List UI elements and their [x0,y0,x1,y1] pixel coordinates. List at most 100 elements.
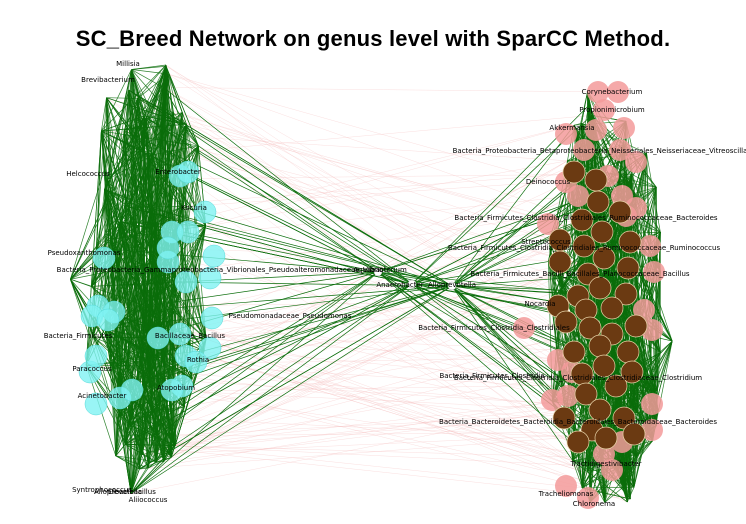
positive-edge [119,112,174,226]
positive-edge [186,124,199,147]
negative-edge [182,176,620,207]
bridge-edge [451,285,593,405]
left-cluster-node [120,378,144,402]
positive-edge [566,390,658,422]
positive-edge [145,73,169,118]
positive-edge [115,455,149,469]
center-hub-node [447,281,457,291]
positive-edge [124,359,164,445]
node-label: Bacteria_Firmicutes_Clostridia_Clostridi… [448,244,721,252]
positive-edge [167,73,206,226]
right-cluster-node [570,208,594,232]
positive-edge [112,249,175,446]
node-label: Bacteria_Firmicutes_Clostridia [439,372,544,380]
positive-edge [105,328,150,379]
negative-edge [142,431,649,456]
bridge-edge [124,283,413,445]
negative-edge [156,357,558,463]
right-cluster-node [588,398,612,422]
negative-edge [130,390,658,494]
positive-edge [115,455,157,463]
positive-edge [130,468,140,494]
positive-edge [104,330,132,494]
right-cluster-node [625,151,647,173]
right-cluster-node [554,310,578,334]
negative-edge [182,112,558,358]
left-cluster-node [176,160,200,184]
positive-edge [106,97,138,99]
negative-edge [175,364,618,446]
positive-edge [165,66,174,113]
positive-edge [549,238,552,302]
bridge-edge [451,124,575,287]
node-label: Cloacibacillus [108,488,156,496]
left-cluster-node [92,246,116,270]
right-cluster-node [572,234,596,258]
positive-edge [101,130,143,455]
positive-edge [145,66,167,118]
bridge-edge [172,285,453,309]
positive-edge [118,207,130,393]
positive-edge [128,207,148,338]
left-cluster-node [84,392,108,416]
right-cluster-node [616,256,640,280]
right-cluster-node [537,213,559,235]
negative-edge [206,295,608,340]
node-label: Corynebacterium [582,88,643,96]
right-cluster-node [567,185,589,207]
node-label: Deinococcus [526,178,571,186]
right-cluster-node [573,139,595,161]
positive-edge [163,445,175,462]
right-cluster-node [616,340,640,364]
negative-edge [205,225,620,407]
negative-edge [206,338,588,472]
bridge-edge [451,285,573,461]
positive-edge [131,69,147,307]
right-cluster-node [594,426,618,450]
negative-edge [171,235,625,458]
left-cluster-node [176,220,200,244]
node-label: Acinetobacter [78,392,127,400]
positive-edge [70,246,97,280]
positive-edge [133,221,207,340]
node-label: Helcococcus [66,170,110,178]
right-cluster-node [587,81,609,103]
negative-edge [152,154,635,488]
positive-edge [106,97,149,469]
right-cluster-node [562,340,586,364]
negative-edge [163,87,588,92]
positive-edge [128,90,148,338]
right-cluster-node [639,235,661,257]
bridge-edge [129,283,413,426]
right-cluster-node [600,296,624,320]
negative-edge [156,235,625,463]
right-cluster-node [588,334,612,358]
bridge-edge [173,283,413,446]
positive-edge [101,130,165,462]
right-cluster-node [609,139,631,161]
bridge-edge [130,285,453,494]
bridge-edge [123,130,453,287]
positive-edge [104,189,151,390]
positive-edge [70,279,143,455]
bridge-edge [128,206,453,287]
node-label: Bacteria_Firmicutes [44,332,113,340]
negative-edge [175,213,614,446]
positive-edge [560,177,620,291]
positive-edge [156,406,185,463]
node-label: Chloronema [573,500,615,508]
negative-edge [142,403,593,456]
right-cluster-node [574,382,598,406]
bridge-edge [377,190,604,273]
positive-edge [91,179,109,287]
positive-edge [626,487,635,503]
positive-edge [130,467,149,494]
node-label: Streptococcus [521,238,571,246]
bridge-edge [137,98,453,287]
positive-edge [104,117,147,331]
positive-edge [137,64,167,99]
positive-edge [148,456,172,469]
right-cluster-node [584,168,608,192]
positive-edge [141,261,161,455]
node-label: Paracoccus [72,365,112,373]
